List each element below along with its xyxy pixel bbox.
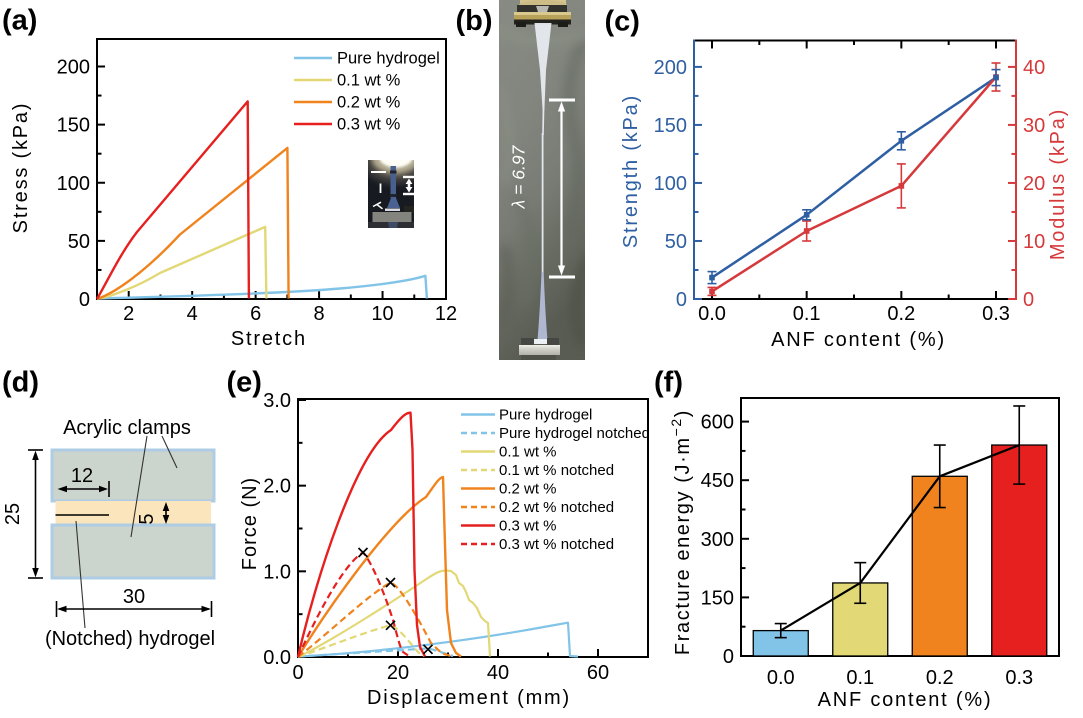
svg-text:30: 30 <box>1023 115 1045 137</box>
svg-text:0.1: 0.1 <box>793 303 821 325</box>
svg-text:0.0: 0.0 <box>698 303 726 325</box>
svg-text:40: 40 <box>1023 57 1045 79</box>
svg-text:Pure hydrogel: Pure hydrogel <box>499 407 592 424</box>
svg-text:20: 20 <box>1023 173 1045 195</box>
svg-text:Acrylic clamps: Acrylic clamps <box>63 417 191 439</box>
svg-text:10: 10 <box>371 303 393 325</box>
svg-text:60: 60 <box>587 662 609 684</box>
svg-text:(d): (d) <box>2 367 39 399</box>
svg-text:0.2: 0.2 <box>887 303 915 325</box>
svg-text:0.3 wt % notched: 0.3 wt % notched <box>499 536 614 553</box>
svg-text:0.1: 0.1 <box>846 667 874 689</box>
svg-text:200: 200 <box>654 57 687 79</box>
svg-text:450: 450 <box>701 470 734 492</box>
svg-text:0: 0 <box>79 289 90 311</box>
svg-text:(f): (f) <box>654 366 683 398</box>
svg-text:(b): (b) <box>456 5 493 37</box>
svg-text:5: 5 <box>136 513 158 524</box>
svg-text:12: 12 <box>435 303 457 325</box>
svg-text:0.2 wt % notched: 0.2 wt % notched <box>499 499 614 516</box>
svg-text:0.3 wt %: 0.3 wt % <box>499 518 557 535</box>
svg-text:50: 50 <box>665 231 687 253</box>
svg-text:ANF content (%): ANF content (%) <box>771 329 946 351</box>
svg-text:100: 100 <box>57 173 90 195</box>
svg-text:Fracture energy (J·m−2): Fracture energy (J·m−2) <box>668 409 694 655</box>
svg-text:30: 30 <box>123 586 145 608</box>
svg-text:0.2 wt %: 0.2 wt % <box>499 481 557 498</box>
svg-text:0: 0 <box>1023 289 1034 311</box>
svg-text:(c): (c) <box>605 6 640 38</box>
svg-text:40: 40 <box>487 662 509 684</box>
svg-text:600: 600 <box>701 412 734 434</box>
svg-text:0.1 wt %: 0.1 wt % <box>337 72 401 90</box>
svg-text:150: 150 <box>654 115 687 137</box>
svg-text:100: 100 <box>654 173 687 195</box>
svg-text:Stretch: Stretch <box>231 328 307 350</box>
svg-text:λ = 6.97: λ = 6.97 <box>509 144 529 209</box>
svg-text:150: 150 <box>57 115 90 137</box>
svg-text:(a): (a) <box>2 5 37 37</box>
svg-text:0.0: 0.0 <box>263 647 291 669</box>
svg-text:50: 50 <box>68 231 90 253</box>
svg-text:0.3 wt %: 0.3 wt % <box>337 116 401 134</box>
svg-text:0.1 wt %: 0.1 wt % <box>499 444 557 461</box>
svg-text:12: 12 <box>71 465 93 487</box>
svg-text:2.0: 2.0 <box>263 476 291 498</box>
svg-text:0: 0 <box>292 662 303 684</box>
svg-text:Pure hydrogel notched: Pure hydrogel notched <box>499 425 650 442</box>
svg-text:0: 0 <box>676 289 687 311</box>
svg-text:3.0: 3.0 <box>263 390 291 412</box>
svg-text:0: 0 <box>723 646 734 668</box>
svg-text:(e): (e) <box>227 367 262 399</box>
svg-text:150: 150 <box>701 587 734 609</box>
svg-text:Pure hydrogel: Pure hydrogel <box>337 50 440 68</box>
svg-text:4: 4 <box>187 303 198 325</box>
svg-text:ANF content (%): ANF content (%) <box>818 689 993 711</box>
svg-text:0.2 wt %: 0.2 wt % <box>337 94 401 112</box>
svg-text:0.3: 0.3 <box>1005 667 1033 689</box>
svg-text:6: 6 <box>250 303 261 325</box>
svg-text:2: 2 <box>123 303 134 325</box>
svg-text:Strength (kPa): Strength (kPa) <box>620 94 642 248</box>
svg-text:10: 10 <box>1023 231 1045 253</box>
svg-text:1.0: 1.0 <box>263 561 291 583</box>
svg-text:8: 8 <box>314 303 325 325</box>
svg-text:20: 20 <box>387 662 409 684</box>
svg-text:300: 300 <box>701 529 734 551</box>
svg-text:0.1 wt % notched: 0.1 wt % notched <box>499 462 614 479</box>
svg-text:25: 25 <box>2 503 24 525</box>
svg-text:0.0: 0.0 <box>767 667 795 689</box>
svg-text:0.3: 0.3 <box>982 303 1010 325</box>
svg-text:200: 200 <box>57 57 90 79</box>
svg-text:Modulus (kPa): Modulus (kPa) <box>1047 108 1069 260</box>
svg-text:Displacement (mm): Displacement (mm) <box>367 687 571 709</box>
svg-text:0.2: 0.2 <box>926 667 954 689</box>
svg-text:(Notched) hydrogel: (Notched) hydrogel <box>45 628 215 650</box>
svg-text:Force (N): Force (N) <box>239 477 261 570</box>
svg-text:Stress (kPa): Stress (kPa) <box>10 102 32 234</box>
